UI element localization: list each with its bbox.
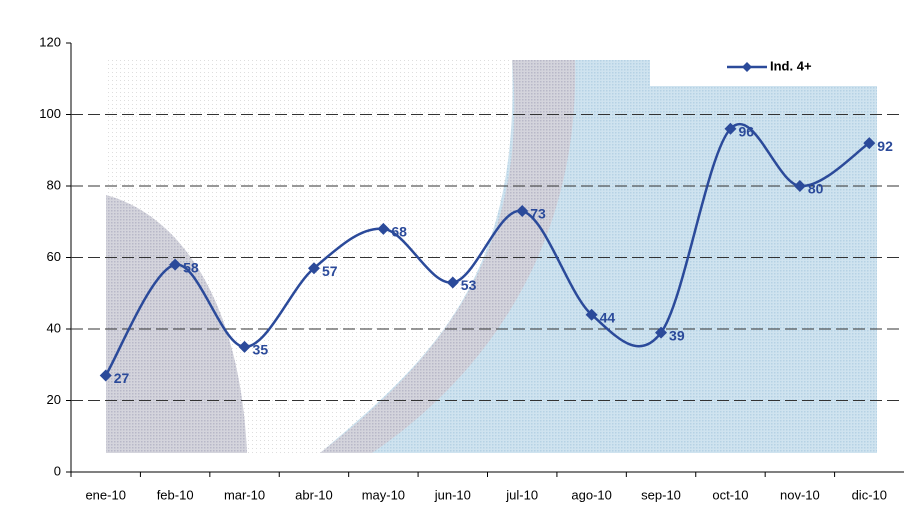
x-tick-label: ene-10 (85, 487, 125, 502)
x-tick-label: jul-10 (505, 487, 538, 502)
x-tick-label: mar-10 (224, 487, 265, 502)
point (724, 122, 737, 135)
x-tick-label: ago-10 (571, 487, 611, 502)
background-decoration (106, 60, 877, 453)
data-label: 53 (461, 277, 477, 293)
point (793, 180, 806, 192)
y-tick-label: 0 (54, 463, 61, 478)
point (169, 258, 182, 271)
legend-label: Ind. 4+ (770, 58, 812, 73)
data-label: 57 (322, 263, 338, 279)
point (446, 276, 459, 289)
x-tick-label: sep-10 (641, 487, 681, 502)
x-tick-label: feb-10 (157, 487, 194, 502)
y-tick-label: 20 (47, 392, 61, 407)
point (655, 326, 668, 339)
data-label: 35 (253, 342, 269, 358)
data-label: 80 (808, 181, 824, 197)
y-tick-label: 60 (47, 249, 61, 264)
point (307, 262, 320, 275)
point (99, 369, 112, 382)
y-tick-label: 40 (47, 320, 61, 335)
legend-marker (742, 62, 752, 72)
point (585, 308, 598, 321)
y-tick-label: 120 (39, 34, 61, 49)
data-label: 39 (669, 327, 685, 343)
data-label: 44 (600, 309, 616, 325)
y-tick-label: 80 (47, 177, 61, 192)
data-label: 27 (114, 370, 130, 386)
data-label: 96 (738, 124, 754, 140)
point (516, 205, 529, 218)
data-label: 68 (391, 224, 407, 240)
point (238, 340, 251, 353)
data-label: 92 (877, 138, 893, 154)
point (377, 222, 390, 235)
x-tick-label: oct-10 (712, 487, 748, 502)
x-tick-label: dic-10 (852, 487, 887, 502)
x-tick-label: jun-10 (434, 487, 471, 502)
data-label: 73 (530, 206, 546, 222)
data-label: 58 (183, 259, 199, 275)
x-tick-label: abr-10 (295, 487, 333, 502)
x-tick-label: nov-10 (780, 487, 820, 502)
point (863, 137, 876, 150)
y-tick-label: 100 (39, 106, 61, 121)
x-tick-label: may-10 (362, 487, 405, 502)
